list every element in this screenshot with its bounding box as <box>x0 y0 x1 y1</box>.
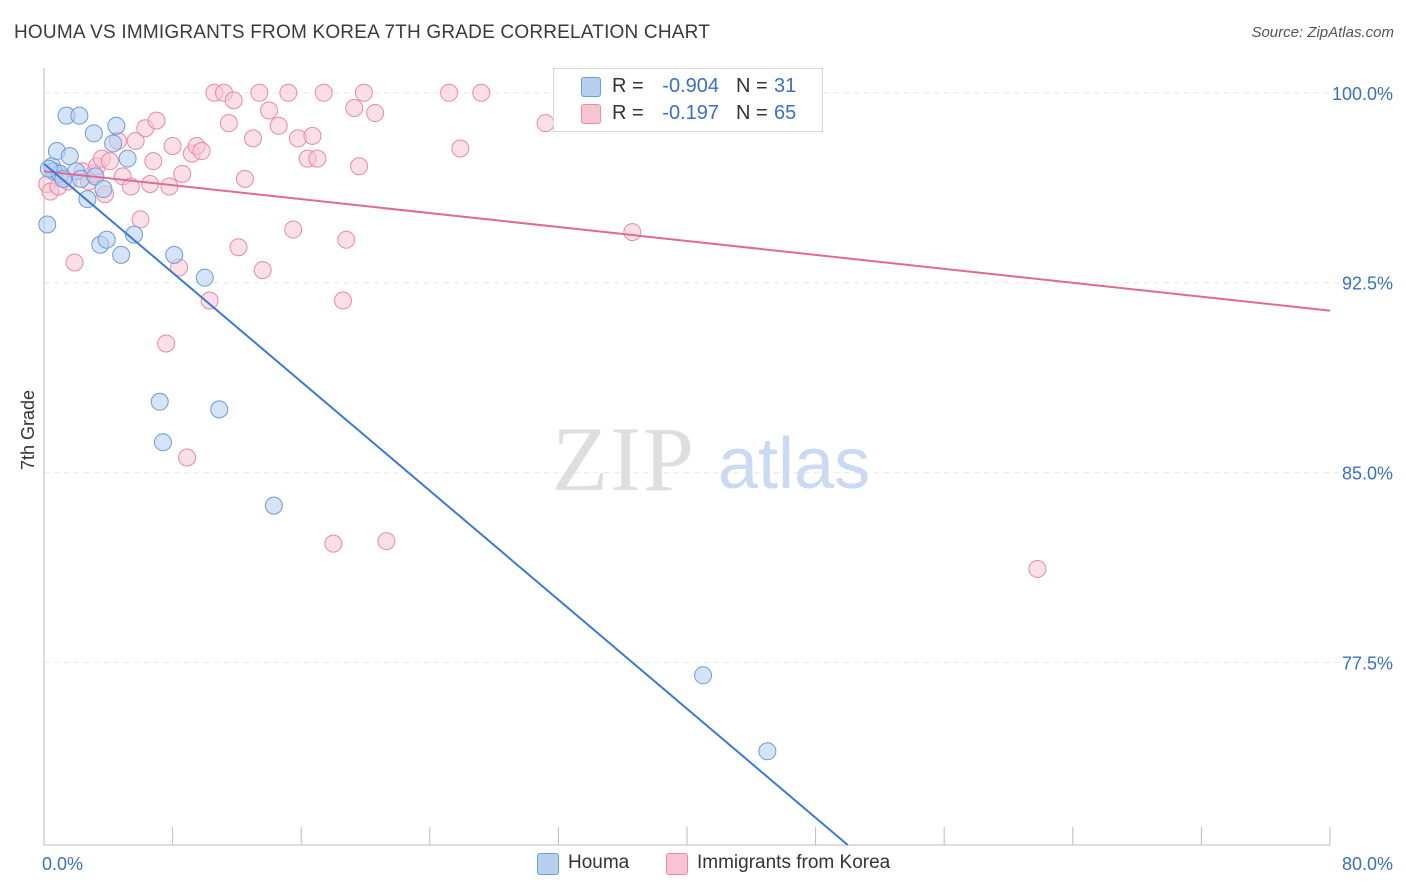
korea-trend-line <box>43 170 1331 312</box>
houma-legend-label: Houma <box>568 852 630 873</box>
houma-point <box>153 433 172 452</box>
korea-point <box>224 91 243 110</box>
korea-point <box>178 448 197 467</box>
n-label: N = <box>736 75 768 97</box>
stats-legend: R = -0.904 N = 31 R = -0.197 N = 65 <box>553 68 823 132</box>
houma-point <box>264 496 283 515</box>
x-tick-labels: 0.0% 80.0% <box>42 854 1393 874</box>
y-tick-label: 77.5% <box>1342 654 1393 674</box>
korea-point <box>345 98 364 117</box>
houma-point <box>104 134 123 153</box>
houma-point <box>125 225 144 244</box>
y-tick-labels: 100.0% 92.5% 85.0% 77.5% <box>1332 84 1393 674</box>
korea-point <box>157 334 176 353</box>
korea-point <box>303 126 322 145</box>
houma-point <box>94 180 113 199</box>
korea-point <box>243 129 262 148</box>
korea-point <box>314 83 333 102</box>
korea-point <box>121 177 140 196</box>
korea-point <box>350 157 369 176</box>
n-value-korea: 65 <box>774 102 797 124</box>
korea-points <box>38 83 1047 578</box>
korea-point <box>284 220 303 239</box>
korea-point <box>451 139 470 158</box>
korea-point <box>536 114 555 133</box>
korea-point <box>354 83 373 102</box>
korea-point <box>147 111 166 130</box>
houma-point <box>84 124 103 143</box>
korea-point <box>337 230 356 249</box>
trend-lines <box>43 162 1331 846</box>
korea-point <box>377 532 396 551</box>
houma-point <box>60 147 79 166</box>
korea-point <box>229 238 248 257</box>
korea-point <box>250 83 269 102</box>
korea-point <box>324 534 343 553</box>
r-value-korea: -0.197 <box>662 102 719 124</box>
x-tick-label: 0.0% <box>42 854 83 874</box>
houma-point <box>38 215 57 234</box>
houma-swatch <box>581 77 601 97</box>
y-tick-label: 85.0% <box>1342 464 1393 484</box>
korea-swatch <box>581 104 601 124</box>
r-label: R = <box>612 75 644 97</box>
source-credit: Source: ZipAtlas.com <box>1251 24 1394 41</box>
houma-point <box>758 742 777 761</box>
korea-point <box>623 223 642 242</box>
korea-point <box>192 142 211 161</box>
korea-point <box>100 152 119 171</box>
legend-row-houma: R = -0.904 N = 31 <box>554 74 822 100</box>
korea-legend-swatch <box>666 853 688 875</box>
houma-point <box>70 106 89 125</box>
houma-point <box>97 230 116 249</box>
x-tick-label: 80.0% <box>1342 854 1393 874</box>
houma-trend-line <box>43 162 849 846</box>
houma-point <box>165 245 184 264</box>
korea-point <box>260 101 279 120</box>
watermark-atlas: atlas <box>718 424 870 504</box>
korea-point <box>472 83 491 102</box>
y-tick-label: 100.0% <box>1332 84 1393 104</box>
chart-title: HOUMA VS IMMIGRANTS FROM KOREA 7TH GRADE… <box>14 22 711 43</box>
r-value-houma: -0.904 <box>662 75 719 97</box>
korea-point <box>235 169 254 188</box>
houma-legend-swatch <box>537 853 559 875</box>
korea-point <box>333 291 352 310</box>
houma-point <box>107 116 126 135</box>
houma-point <box>112 245 131 264</box>
korea-point <box>279 83 298 102</box>
korea-point <box>440 83 459 102</box>
korea-point <box>269 116 288 135</box>
korea-point <box>173 164 192 183</box>
legend-row-korea: R = -0.197 N = 65 <box>554 101 822 127</box>
korea-point <box>1028 559 1047 578</box>
houma-point <box>210 400 229 419</box>
houma-point <box>195 268 214 287</box>
korea-point <box>163 136 182 155</box>
watermark: ZIP atlas <box>552 408 870 510</box>
korea-point <box>366 104 385 123</box>
houma-point <box>694 666 713 685</box>
korea-point <box>144 152 163 171</box>
n-label: N = <box>736 102 768 124</box>
korea-point <box>131 210 150 229</box>
y-axis-label: 7th Grade <box>18 389 38 470</box>
korea-legend-label: Immigrants from Korea <box>697 852 891 873</box>
korea-point <box>253 261 272 280</box>
korea-point <box>200 291 219 310</box>
korea-point <box>65 253 84 272</box>
r-label: R = <box>612 102 644 124</box>
korea-point <box>126 131 145 150</box>
korea-point <box>219 114 238 133</box>
korea-point <box>308 149 327 168</box>
n-value-houma: 31 <box>774 75 797 97</box>
houma-point <box>150 392 169 411</box>
houma-point <box>118 149 137 168</box>
houma-points <box>38 106 777 761</box>
watermark-zip: ZIP <box>552 408 696 510</box>
y-tick-label: 92.5% <box>1342 274 1393 294</box>
